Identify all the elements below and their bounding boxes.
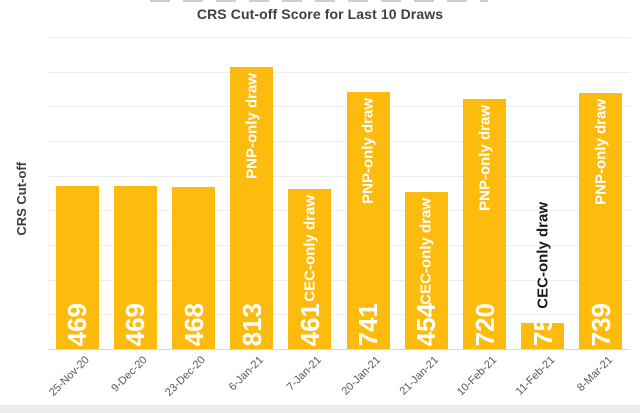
gridline-200	[48, 279, 630, 281]
bar-value-label: 75	[527, 317, 558, 346]
y-axis-label: CRS Cut-off	[14, 162, 29, 236]
bar-23-Dec-20: 468	[172, 186, 215, 349]
cropped-text-artifact	[150, 0, 488, 2]
bar-annotation-label: CEC-only draw	[417, 197, 435, 305]
bar-10-Feb-21: 720 PNP-only draw	[463, 99, 506, 349]
x-tick-label-23-Dec-20: 23-Dec-20	[163, 354, 208, 399]
x-axis-line	[48, 349, 630, 350]
bar-6-Jan-21: 813 PNP-only draw	[230, 67, 274, 349]
gridline-600	[48, 141, 630, 142]
bar-25-Nov-20: 469	[55, 186, 99, 349]
gridline-900	[48, 37, 630, 38]
chart-title: CRS Cut-off Score for Last 10 Draws	[196, 6, 444, 22]
bar-9-Dec-20: 469	[113, 186, 157, 349]
bar-annotation-label: PNP-only draw	[243, 73, 261, 180]
gridline-800	[48, 71, 630, 73]
bar-8-Mar-21: 739 PNP-only draw	[579, 92, 623, 349]
bar-11-Feb-21: 75 CEC-only draw	[521, 202, 565, 349]
bar-21-Jan-21: 454 CEC-only draw	[404, 191, 448, 349]
x-tick-label-9-Dec-20: 9-Dec-20	[109, 354, 150, 395]
x-tick-label-11-Feb-21: 11-Feb-21	[513, 354, 558, 398]
bar-value-label: 469	[62, 302, 93, 346]
bar-value-label: 720	[469, 302, 500, 346]
gridline-500	[48, 175, 630, 177]
x-tick-label-8-Mar-21: 8-Mar-21	[575, 354, 616, 395]
plot-area: 469 469 468 813 PNP-only draw 461 CEC-only dra…	[48, 37, 630, 349]
bar-value-label: 454	[411, 302, 442, 346]
x-tick-label-6-Jan-21: 6-Jan-21	[226, 354, 267, 394]
bar-value-label: 461	[294, 302, 325, 346]
x-tick-label-20-Jan-21: 20-Jan-21	[339, 354, 383, 398]
bar-annotation-label: CEC-only draw	[301, 195, 319, 302]
bar-value-label: 469	[120, 302, 151, 346]
bar-annotation-label: PNP-only draw	[359, 98, 377, 204]
bar-value-label: 741	[353, 302, 384, 346]
x-tick-label-10-Feb-21: 10-Feb-21	[454, 354, 499, 399]
bar-value-label: 739	[585, 302, 616, 346]
bar-value-label: 813	[236, 302, 267, 346]
bar-annotation-label: PNP-only draw	[476, 105, 493, 212]
gridline-700	[48, 106, 630, 108]
bottom-page-band	[0, 405, 640, 413]
x-tick-label-21-Jan-21: 21-Jan-21	[397, 354, 441, 398]
gridline-300	[48, 245, 630, 246]
x-tick-label-7-Jan-21: 7-Jan-21	[285, 354, 325, 394]
bar-annotation-label: PNP-only draw	[592, 98, 610, 205]
gridline-100	[48, 314, 630, 316]
x-tick-label-25-Nov-20: 25-Nov-20	[46, 354, 92, 399]
gridline-400	[48, 210, 630, 212]
bar-value-label: 468	[178, 302, 209, 346]
bar-7-Jan-21: 461 CEC-only draw	[288, 189, 332, 349]
bar-annotation-label: CEC-only draw	[534, 202, 552, 309]
bar-20-Jan-21: 741 PNP-only draw	[346, 92, 390, 349]
